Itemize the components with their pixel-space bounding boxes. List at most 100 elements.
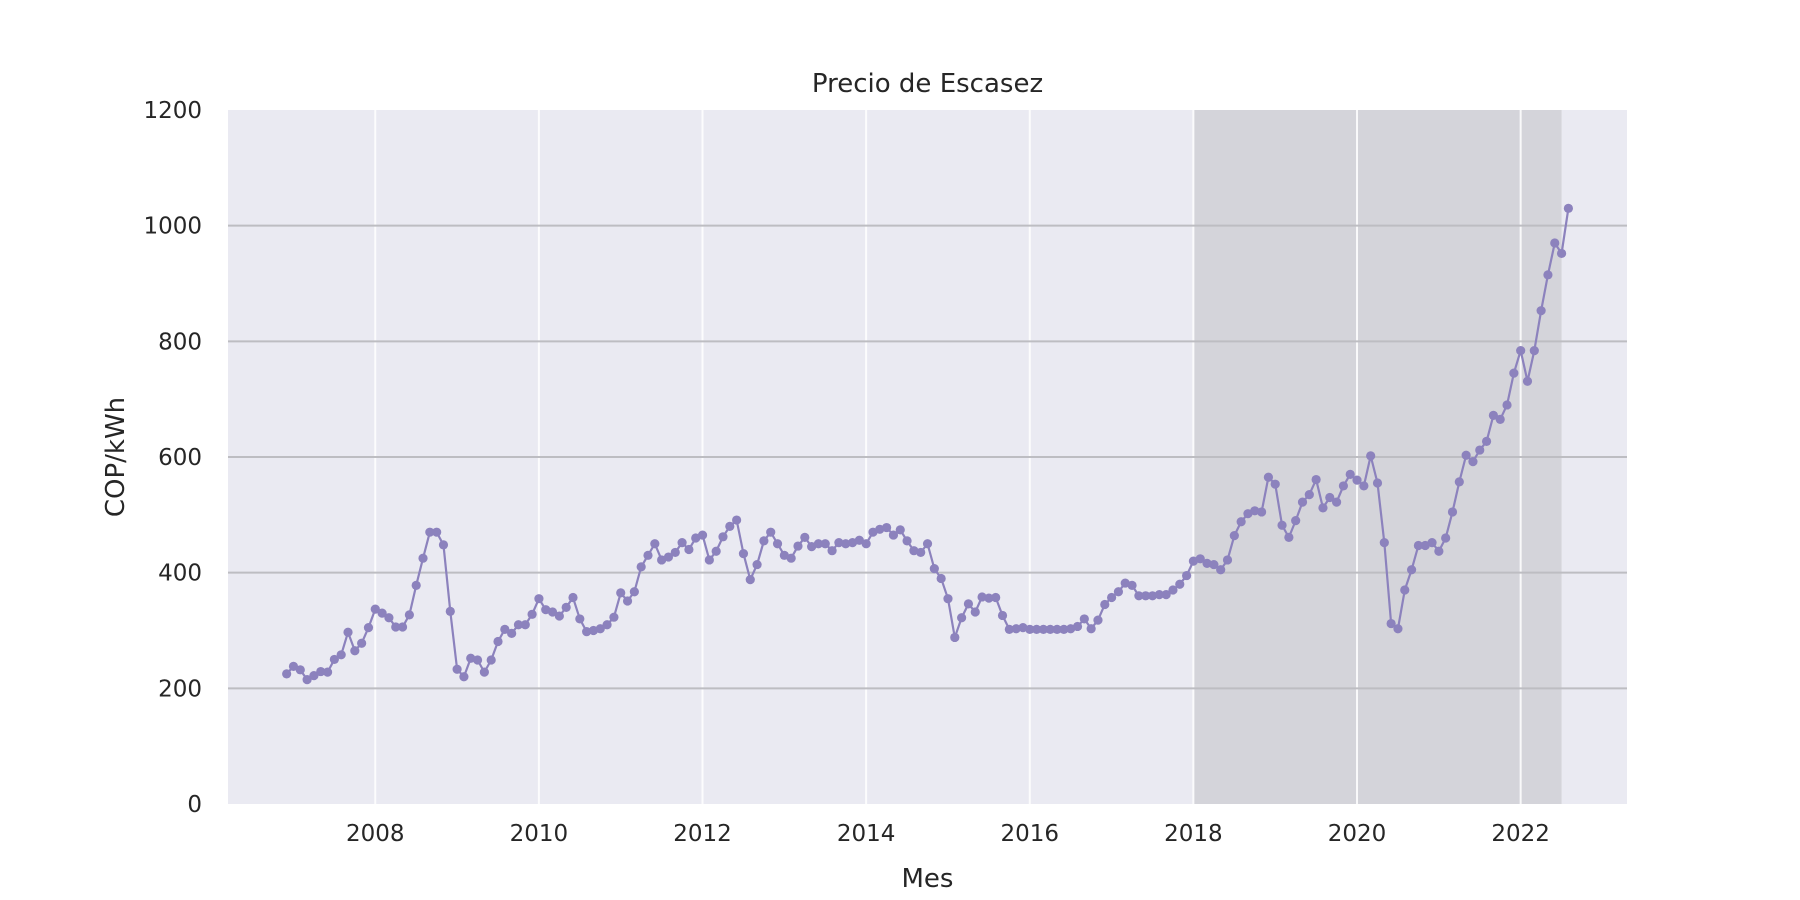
data-point	[1406, 565, 1417, 575]
data-point	[1386, 618, 1396, 629]
data-point	[343, 627, 353, 637]
data-point	[1352, 475, 1362, 485]
data-point	[738, 548, 749, 559]
data-point	[1509, 368, 1519, 378]
data-point	[432, 527, 442, 537]
x-tick-labels: 2008 2010 2012 2014 2016 2018 2020 2022	[346, 821, 1550, 847]
data-point	[861, 539, 871, 549]
data-point	[1563, 203, 1573, 213]
data-point	[704, 555, 714, 565]
data-point	[1556, 248, 1567, 259]
data-point	[363, 623, 374, 633]
data-point	[609, 612, 619, 622]
data-point	[1147, 591, 1158, 601]
data-point	[527, 609, 537, 619]
data-point	[1372, 478, 1383, 488]
data-point	[1393, 624, 1403, 634]
data-point	[970, 607, 980, 617]
data-point	[500, 624, 510, 634]
data-point	[1366, 451, 1376, 461]
data-point	[459, 672, 469, 682]
data-point	[377, 608, 387, 618]
data-point	[643, 550, 653, 560]
data-point	[1216, 565, 1226, 575]
data-point	[882, 522, 892, 533]
data-point	[357, 638, 367, 648]
data-point	[1079, 614, 1089, 624]
data-point	[282, 669, 292, 679]
data-point	[820, 539, 830, 549]
x-tick-label: 2008	[346, 821, 405, 847]
data-point	[493, 636, 503, 647]
y-tick-label: 800	[158, 329, 202, 355]
data-point	[1345, 469, 1355, 479]
data-point	[636, 562, 646, 572]
y-tick-label: 1200	[143, 98, 202, 124]
data-point	[479, 667, 489, 677]
data-point	[1093, 615, 1103, 625]
data-point	[309, 671, 319, 681]
data-point	[554, 611, 564, 621]
data-point	[288, 661, 299, 671]
data-point	[732, 515, 742, 525]
y-tick-label: 1000	[143, 214, 202, 240]
data-point	[1304, 489, 1314, 500]
data-point	[997, 610, 1008, 621]
data-point	[1468, 457, 1478, 467]
data-point	[1522, 376, 1533, 386]
data-point	[834, 537, 844, 548]
data-point	[916, 547, 926, 558]
data-point	[650, 539, 660, 549]
series-group	[282, 203, 1573, 685]
data-point	[943, 594, 953, 604]
data-point	[622, 596, 633, 606]
data-point	[950, 632, 960, 643]
data-point	[1318, 503, 1328, 513]
data-point	[888, 530, 899, 540]
data-point	[1427, 537, 1437, 548]
data-point	[984, 593, 994, 603]
data-point	[1161, 590, 1171, 600]
y-tick-labels: 0 200 400 600 800 1000 1200	[143, 98, 202, 818]
data-point	[316, 666, 326, 677]
data-point	[1461, 450, 1471, 460]
data-point	[813, 539, 824, 549]
data-point	[1038, 624, 1049, 634]
data-point	[991, 592, 1001, 603]
x-tick-label: 2022	[1491, 821, 1550, 847]
y-tick-label: 400	[158, 561, 202, 587]
data-point	[1113, 587, 1124, 597]
data-point	[1495, 414, 1505, 425]
chart-title: Precio de Escasez	[812, 69, 1043, 99]
data-point	[295, 665, 305, 675]
data-point	[397, 622, 408, 632]
data-point	[1481, 436, 1492, 446]
data-point	[711, 546, 721, 556]
data-point	[1338, 481, 1349, 491]
data-point	[745, 575, 755, 585]
data-point	[786, 553, 796, 563]
data-point	[670, 547, 680, 558]
data-point	[425, 527, 435, 537]
data-point	[725, 521, 735, 532]
data-point	[1400, 585, 1410, 595]
data-point	[1413, 540, 1423, 551]
x-tick-label: 2020	[1328, 821, 1387, 847]
data-point	[759, 536, 769, 546]
data-point	[602, 620, 612, 630]
data-point	[486, 655, 496, 665]
data-point	[1086, 624, 1096, 634]
data-point	[336, 650, 346, 660]
data-point	[1441, 533, 1451, 543]
data-point	[575, 614, 585, 624]
data-point	[772, 539, 783, 549]
data-point	[1209, 559, 1219, 570]
data-point	[1263, 472, 1274, 482]
data-point	[1222, 555, 1233, 565]
data-point	[1257, 507, 1267, 517]
data-point	[1250, 506, 1260, 516]
data-point	[1052, 624, 1062, 634]
data-point	[595, 624, 605, 634]
data-point	[350, 646, 360, 656]
data-point	[936, 573, 946, 584]
